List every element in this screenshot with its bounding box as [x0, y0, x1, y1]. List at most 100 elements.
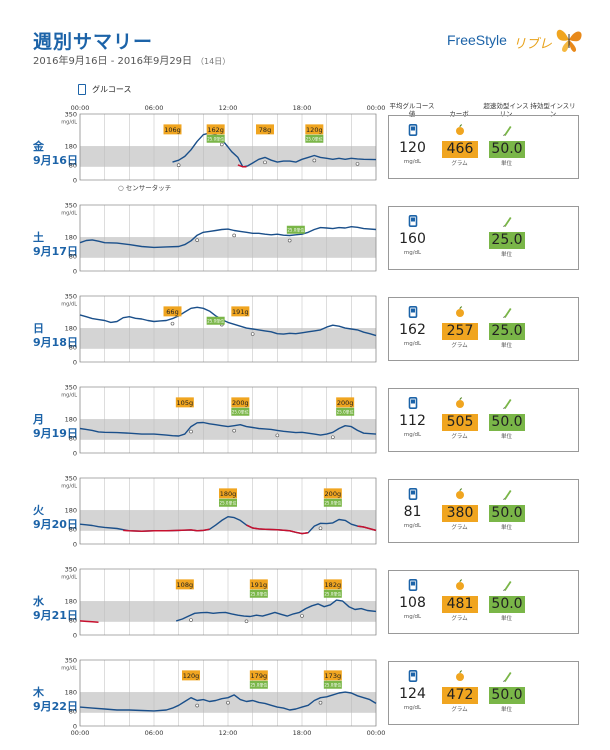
avg-glucose-value: 124: [399, 686, 426, 702]
carb-box: [305, 124, 324, 135]
insulin-label: 25.0単位: [220, 500, 237, 506]
sensor-scan-marker: [226, 700, 230, 705]
header-long-insulin: 持効型インスリン: [530, 102, 576, 118]
insulin-pen-icon: [503, 581, 512, 591]
x-tick-label: 00:00: [71, 729, 90, 737]
avg-glucose-value: 120: [399, 140, 426, 156]
stat-rapid-insulin: 50.0 単位: [483, 662, 530, 724]
sensor-scan-marker: [318, 526, 323, 531]
y-tick-label: 80: [69, 252, 77, 260]
insulin-box: [206, 316, 225, 325]
y-unit-label: mg/dL: [61, 484, 77, 490]
reader-icon: [408, 124, 418, 136]
glucose-line: [79, 226, 377, 249]
insulin-box: [323, 589, 342, 598]
stat-rapid-insulin: 25.0 単位: [483, 207, 530, 269]
sensor-scan-marker: [189, 618, 193, 622]
reader-icon: [408, 670, 418, 682]
insulin-pen-icon: [503, 217, 512, 227]
sensor-scan-marker: [355, 162, 360, 166]
plot-frame: [79, 204, 377, 272]
y-tick-label: 180: [65, 598, 77, 606]
stat-long-insulin: [530, 298, 577, 360]
y-tick-label: 80: [69, 525, 77, 533]
insulin-box: [305, 134, 324, 143]
low-glucose-segment: [79, 620, 99, 623]
daily-stats: 112 mg/dL 505 グラム 50.0 単位: [388, 388, 579, 452]
header-carbs: カーボ: [449, 110, 469, 118]
y-unit-label: mg/dL: [61, 120, 77, 126]
insulin-pen-icon: [503, 399, 512, 409]
insulin-box: [336, 407, 355, 416]
day-row: 金 9月16日 0 80 180 350 mg/dL 00:00 06:00 12:00 18:00…: [0, 104, 610, 198]
avg-glucose-unit: mg/dL: [403, 614, 422, 620]
day-of-week: 月: [33, 413, 44, 426]
rapid-insulin-unit: 単位: [500, 161, 512, 167]
carbs-value: 380: [442, 505, 478, 522]
carb-event: 120g: [182, 670, 200, 681]
y-tick-label: 80: [69, 707, 77, 715]
day-row: 水 9月21日 0 80 180 350 mg/dL 108g 191g 182g 25.0単位 25…: [0, 563, 610, 653]
y-unit-label: mg/dL: [61, 575, 77, 581]
rapid-insulin-value: 25.0: [489, 323, 525, 340]
insulin-label: 25.0単位: [306, 136, 323, 142]
apple-icon: [456, 670, 464, 681]
carb-event: 200g: [231, 397, 250, 408]
day-date: 9月20日: [33, 518, 78, 531]
day-of-week: 火: [33, 504, 44, 517]
carb-box: [163, 306, 182, 317]
carb-label: 191g: [251, 581, 268, 589]
day-of-week: 日: [33, 322, 44, 335]
carb-event: 105g: [175, 397, 194, 408]
carb-label: 173g: [325, 672, 342, 680]
plot-frame: [79, 295, 377, 363]
apple-icon: [456, 397, 464, 408]
y-tick-label: 350: [65, 111, 77, 119]
carb-event: 173g: [323, 670, 342, 681]
plot-frame: [79, 113, 377, 181]
avg-glucose-unit: mg/dL: [403, 250, 422, 256]
carb-label: 200g: [337, 399, 354, 407]
carb-box: [323, 670, 342, 681]
carb-box: [249, 670, 268, 681]
rapid-insulin-value: 50.0: [489, 505, 525, 522]
y-tick-label: 0: [73, 723, 77, 731]
insulin-pen-icon: [503, 308, 512, 318]
insulin-box: [231, 407, 250, 416]
sensor-touch-icon: ○: [118, 184, 126, 192]
carb-event: 180g: [219, 488, 237, 499]
day-of-week: 水: [33, 595, 44, 608]
carb-box: [175, 579, 194, 590]
day-label: 木 9月22日: [33, 686, 81, 714]
day-row: 土 9月17日 0 80 180 350 mg/dL 25.0単位 160 mg/dL 25.0 単位: [0, 199, 610, 289]
carb-event: 162g: [206, 124, 225, 135]
insulin-label: 25.0単位: [250, 682, 267, 688]
glucose-line: [172, 132, 377, 168]
day-date: 9月18日: [33, 336, 78, 349]
stat-long-insulin: [530, 662, 577, 724]
day-of-week: 金: [33, 140, 44, 153]
date-range: 2016年9月16日 - 2016年9月29日 （14日）: [33, 52, 230, 67]
carb-label: 78g: [259, 126, 271, 134]
sensor-scan-marker: [220, 142, 224, 147]
sensor-scan-marker: [170, 321, 175, 326]
day-row: 月 9月19日 0 80 180 350 mg/dL 105g 200g 200g 25.0単位 25…: [0, 381, 610, 471]
logo-sub: リブレ: [513, 37, 553, 52]
rapid-insulin-value: 50.0: [489, 596, 525, 613]
rapid-insulin-unit: 単位: [500, 343, 512, 349]
y-tick-label: 350: [65, 384, 77, 392]
sensor-scan-marker: [318, 700, 323, 705]
carb-label: 162g: [207, 126, 224, 134]
carb-box: [182, 670, 200, 681]
sensor-scan-marker: [263, 160, 267, 165]
day-label: 土 9月17日: [33, 231, 81, 259]
low-glucose-segment: [357, 525, 377, 532]
carb-event: 179g: [249, 670, 268, 681]
stat-carbs: 380 グラム: [436, 480, 483, 542]
y-tick-label: 350: [65, 566, 77, 574]
rapid-insulin-unit: 単位: [500, 707, 512, 713]
x-tick-label: 06:00: [145, 104, 164, 112]
carb-box: [231, 306, 250, 317]
daily-stats: 162 mg/dL 257 グラム 25.0 単位: [388, 297, 579, 361]
insulin-event: 25.0単位: [286, 225, 305, 234]
